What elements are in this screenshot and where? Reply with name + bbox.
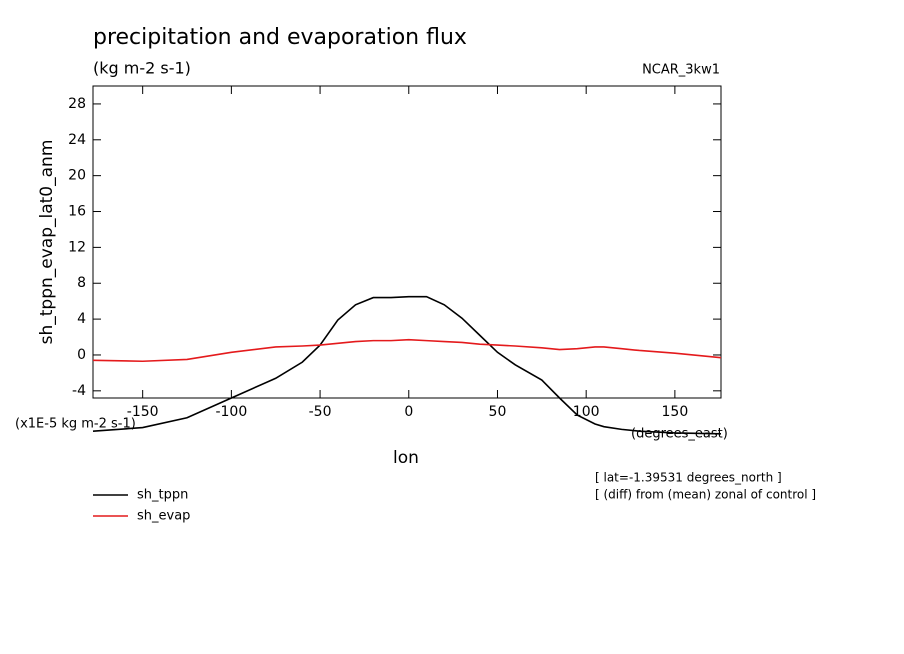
annotation: [ (diff) from (mean) zonal of control ] bbox=[595, 488, 816, 502]
annotation: [ lat=-1.39531 degrees_north ] bbox=[595, 471, 782, 485]
x-tick-label: -100 bbox=[215, 404, 247, 420]
y-tick-label: 4 bbox=[77, 311, 86, 327]
y-tick-label: -4 bbox=[72, 383, 86, 399]
x-tick-label: -150 bbox=[127, 404, 159, 420]
x-tick-label: 100 bbox=[573, 404, 600, 420]
y-tick-label: 16 bbox=[68, 204, 86, 220]
x-tick-label: -50 bbox=[309, 404, 332, 420]
x-axis-title: lon bbox=[393, 448, 419, 468]
dataset-label: NCAR_3kw1 bbox=[642, 63, 720, 78]
y-units: (x1E-5 kg m-2 s-1) bbox=[15, 417, 136, 432]
x-units: (degrees_east) bbox=[631, 427, 728, 442]
y-tick-label: 0 bbox=[77, 347, 86, 363]
x-tick-label: 50 bbox=[489, 404, 507, 420]
plot-frame bbox=[92, 85, 722, 399]
y-tick-label: 8 bbox=[77, 275, 86, 291]
y-tick-label: 24 bbox=[68, 132, 86, 148]
y-tick-label: 12 bbox=[68, 239, 86, 255]
x-tick-label: 0 bbox=[404, 404, 413, 420]
legend-label: sh_evap bbox=[137, 509, 190, 524]
y-axis-title: sh_tppn_evap_lat0_anm bbox=[37, 140, 57, 345]
y-tick-label: 20 bbox=[68, 168, 86, 184]
data-line bbox=[92, 295, 722, 435]
legend-label: sh_tppn bbox=[137, 488, 188, 503]
x-tick-label: 150 bbox=[662, 404, 689, 420]
chart-title: precipitation and evaporation flux bbox=[93, 25, 467, 50]
data-line bbox=[92, 338, 722, 363]
y-tick-label: 28 bbox=[68, 96, 86, 112]
chart-subtitle: (kg m-2 s-1) bbox=[93, 59, 191, 78]
